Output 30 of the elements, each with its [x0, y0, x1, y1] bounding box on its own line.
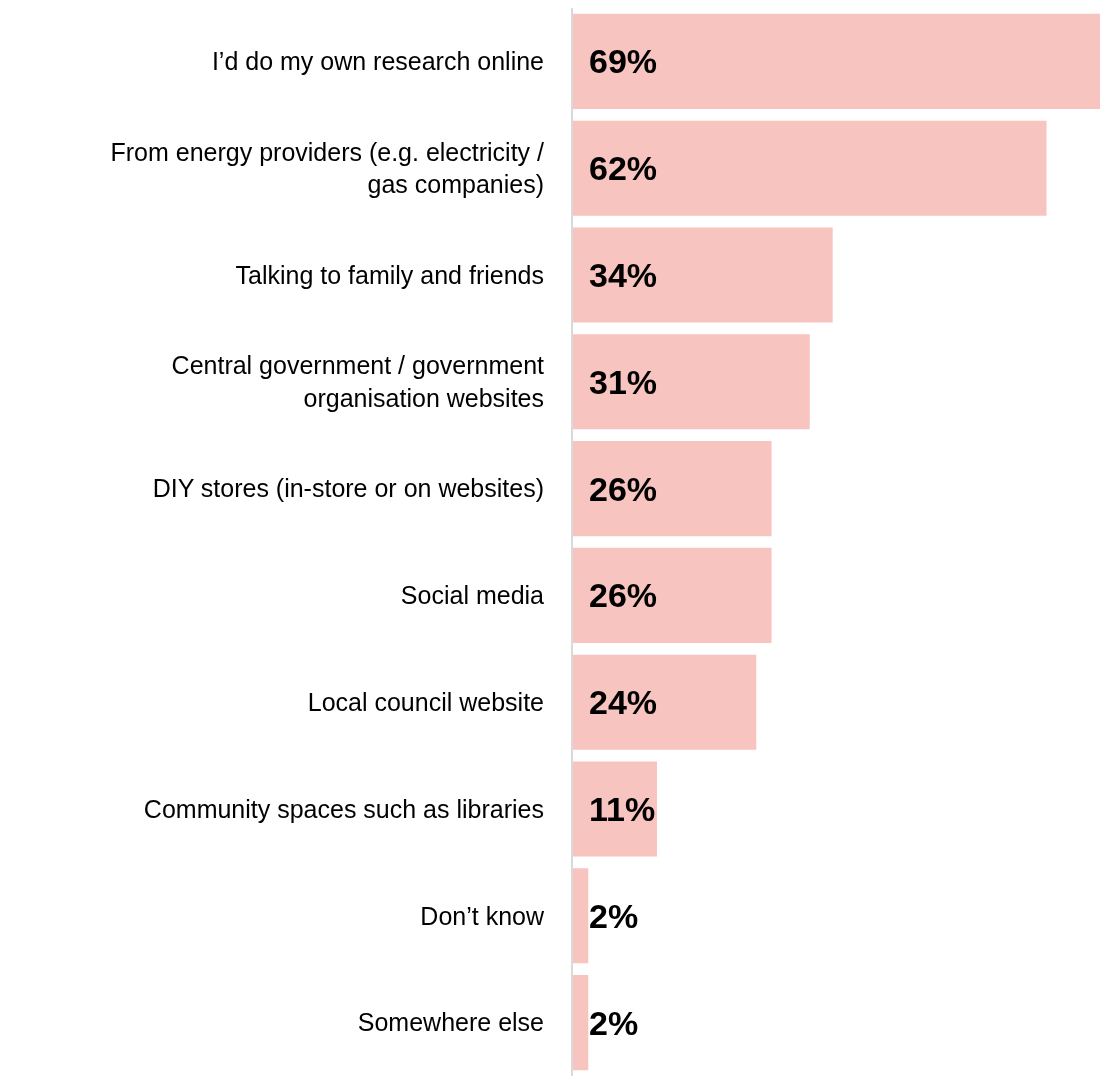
- y-tick-label: Social media: [400, 581, 545, 610]
- y-tick-label: I’d do my own research online: [211, 47, 544, 76]
- y-tick-label: Community spaces such as libraries: [143, 794, 544, 823]
- bar: [573, 761, 658, 857]
- bar: [573, 13, 1100, 109]
- data-label: 24%: [589, 683, 658, 721]
- bar: [573, 441, 772, 537]
- y-tick-label: Somewhere else: [357, 1008, 544, 1037]
- data-label: 26%: [589, 576, 658, 614]
- data-label: 26%: [589, 470, 658, 508]
- y-tick-label: Don’t know: [420, 901, 545, 930]
- bar: [573, 654, 757, 750]
- data-label: 34%: [589, 256, 658, 294]
- bar: [573, 120, 1047, 216]
- y-tick-label: Local council website: [307, 687, 544, 716]
- data-label: 31%: [589, 363, 658, 401]
- bar: [573, 334, 810, 430]
- bar: [573, 975, 589, 1071]
- data-label: 2%: [589, 897, 639, 935]
- y-tick-label: From energy providers (e.g. electricity / gas companies): [110, 137, 545, 199]
- data-label: 69%: [589, 42, 658, 80]
- data-label: 62%: [589, 149, 658, 187]
- y-tick-label: DIY stores (in-store or on websites): [152, 474, 544, 503]
- bar: [573, 868, 589, 964]
- y-tick-label: Talking to family and friends: [235, 260, 544, 289]
- y-tick-label: Central government / government organisation websites: [171, 351, 545, 412]
- bar: [573, 547, 772, 643]
- bar: [573, 227, 833, 323]
- data-label: 11%: [589, 790, 656, 828]
- data-label: 2%: [589, 1004, 639, 1042]
